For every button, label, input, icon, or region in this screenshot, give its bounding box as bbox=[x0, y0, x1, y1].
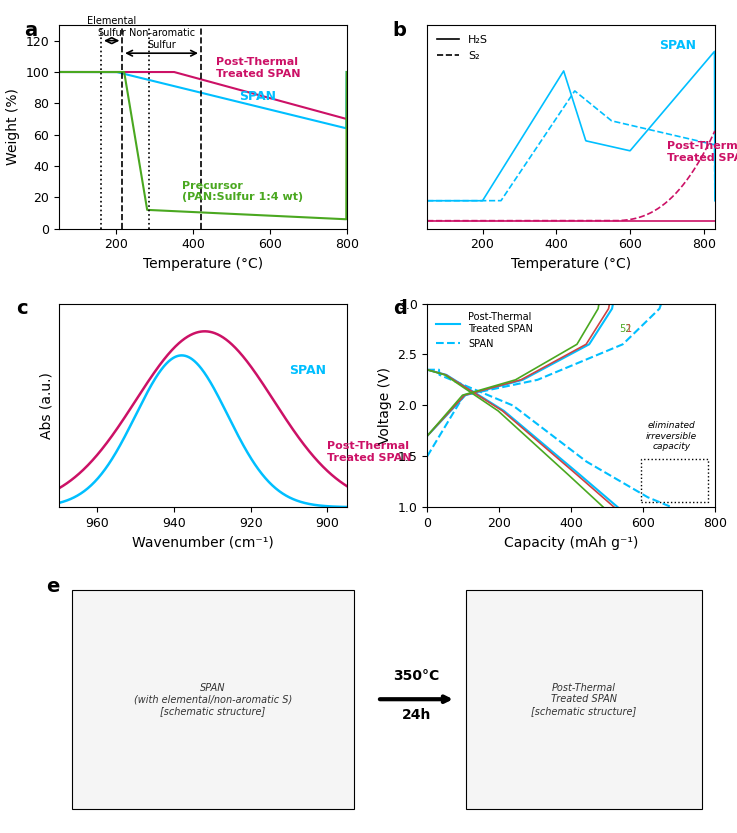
Text: b: b bbox=[393, 21, 407, 40]
Text: 350°C: 350°C bbox=[394, 669, 439, 683]
Text: a: a bbox=[24, 21, 38, 40]
Text: Precursor
(PAN:Sulfur 1:4 wt): Precursor (PAN:Sulfur 1:4 wt) bbox=[182, 181, 303, 202]
Text: 1: 1 bbox=[626, 324, 632, 334]
Text: Post-Thermal
Treated SPAN
[schematic structure]: Post-Thermal Treated SPAN [schematic str… bbox=[531, 682, 636, 716]
Text: Post-Thermal
Treated SPAN: Post-Thermal Treated SPAN bbox=[327, 441, 412, 463]
Legend: Post-Thermal
Treated SPAN, SPAN: Post-Thermal Treated SPAN, SPAN bbox=[432, 308, 537, 352]
Text: Non-aromatic
Sulfur: Non-aromatic Sulfur bbox=[129, 28, 195, 50]
Text: 24h: 24h bbox=[402, 708, 431, 721]
Text: SPAN: SPAN bbox=[660, 39, 696, 52]
Bar bbox=[466, 590, 702, 809]
Text: Elemental
Sulfur: Elemental Sulfur bbox=[87, 16, 136, 37]
X-axis label: Capacity (mAh g⁻¹): Capacity (mAh g⁻¹) bbox=[504, 536, 638, 550]
Text: SPAN
(with elemental/non-aromatic S)
[schematic structure]: SPAN (with elemental/non-aromatic S) [sc… bbox=[134, 682, 293, 716]
Text: d: d bbox=[393, 300, 407, 318]
X-axis label: Temperature (°C): Temperature (°C) bbox=[143, 257, 263, 271]
Bar bbox=[72, 590, 354, 809]
Bar bbox=[641, 459, 708, 502]
X-axis label: Temperature (°C): Temperature (°C) bbox=[511, 257, 631, 271]
Y-axis label: Voltage (V): Voltage (V) bbox=[378, 367, 392, 444]
Text: 52: 52 bbox=[620, 324, 632, 334]
Text: c: c bbox=[15, 300, 27, 318]
Text: eliminated
irreversible
capacity: eliminated irreversible capacity bbox=[646, 421, 697, 451]
Legend: H₂S, S₂: H₂S, S₂ bbox=[433, 31, 493, 65]
Text: SPAN: SPAN bbox=[240, 90, 276, 103]
Text: e: e bbox=[46, 577, 59, 596]
Y-axis label: Weight (%): Weight (%) bbox=[6, 88, 20, 165]
Text: SPAN: SPAN bbox=[289, 364, 326, 377]
Text: Post-Thermal
Treated SPAN: Post-Thermal Treated SPAN bbox=[667, 141, 737, 162]
X-axis label: Wavenumber (cm⁻¹): Wavenumber (cm⁻¹) bbox=[132, 536, 273, 550]
Text: Post-Thermal
Treated SPAN: Post-Thermal Treated SPAN bbox=[216, 57, 301, 78]
Y-axis label: Abs (a.u.): Abs (a.u.) bbox=[39, 372, 53, 439]
